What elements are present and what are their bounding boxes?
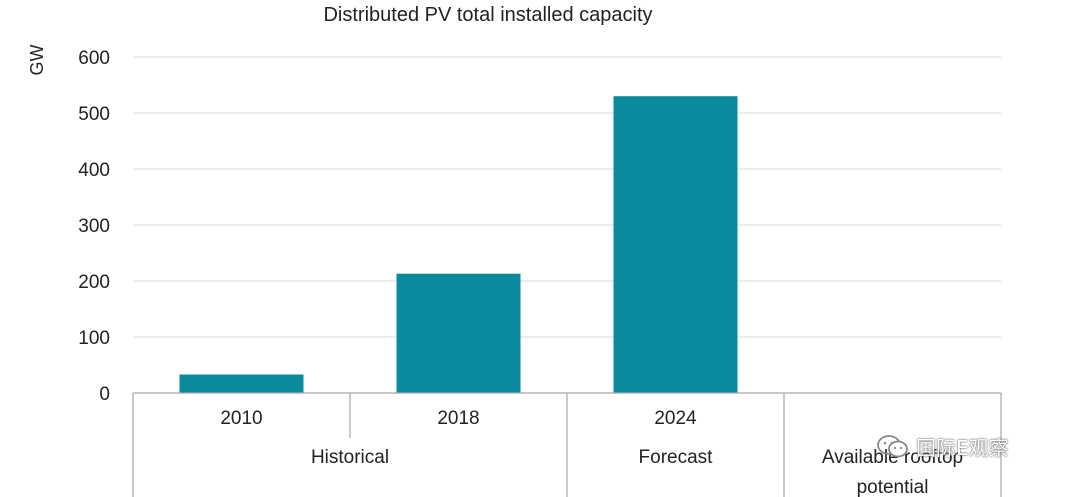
bar bbox=[396, 273, 521, 393]
group-label: potential bbox=[857, 477, 929, 497]
bar bbox=[179, 374, 304, 393]
watermark-text: 国际E观察 bbox=[916, 436, 1009, 460]
x-tick-label: 2010 bbox=[220, 408, 262, 429]
wechat-icon bbox=[877, 434, 908, 457]
bar bbox=[613, 96, 738, 393]
chart-title: Distributed PV total installed capacity bbox=[323, 4, 652, 26]
bars bbox=[179, 96, 738, 393]
y-tick-label: 600 bbox=[78, 48, 110, 69]
group-label: Historical bbox=[311, 447, 389, 468]
y-tick-label: 500 bbox=[78, 104, 110, 125]
group-label: Forecast bbox=[639, 447, 714, 468]
y-tick-labels: 0 100 200 300 400 500 600 bbox=[78, 48, 110, 405]
y-tick-label: 0 bbox=[99, 384, 110, 405]
watermark: 国际E观察 bbox=[876, 432, 1009, 461]
y-tick-label: 400 bbox=[78, 160, 110, 181]
x-axis: 2010 2018 2024 Historical Forecast Available … bbox=[132, 392, 1002, 497]
gridlines bbox=[133, 56, 1001, 338]
y-tick-label: 200 bbox=[78, 272, 110, 293]
y-tick-label: 300 bbox=[78, 216, 110, 237]
group-label: Available rooftop bbox=[822, 447, 963, 468]
y-tick-label: 100 bbox=[78, 328, 110, 349]
x-tick-label: 2024 bbox=[654, 408, 697, 429]
y-axis-label: GW bbox=[27, 44, 47, 75]
x-tick-label: 2018 bbox=[437, 408, 479, 429]
